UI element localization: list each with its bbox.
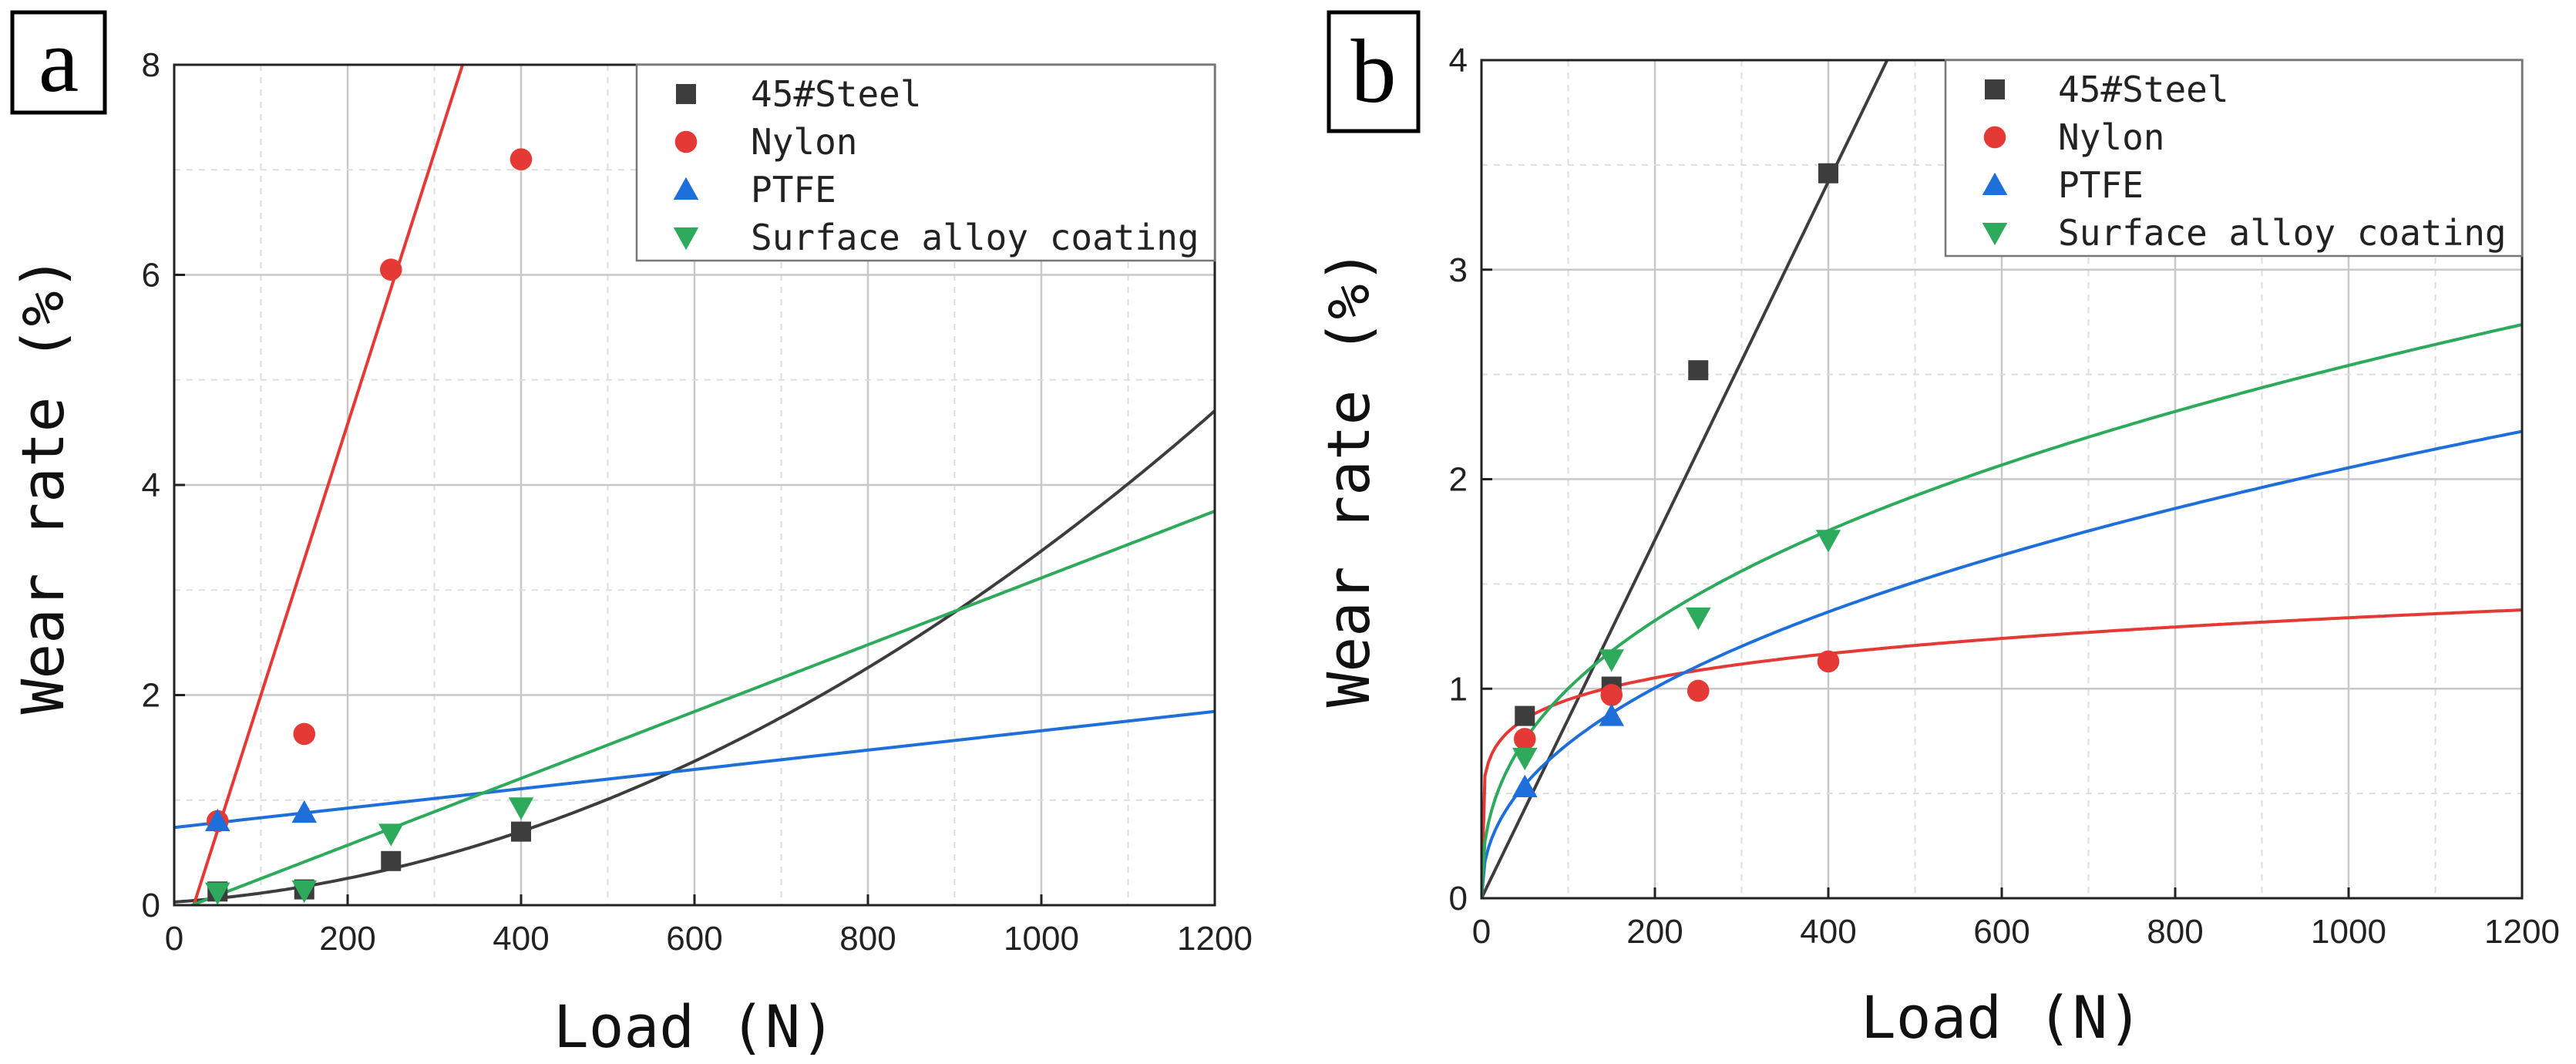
x-tick-label: 1000 (1004, 920, 1079, 958)
y-tick-label: 4 (1449, 42, 1468, 79)
fit-line-nylon (1481, 608, 2522, 898)
fit-line-ptfe (1481, 429, 2522, 898)
data-point-ptfe (291, 800, 317, 823)
legend-marker-ptfe (1982, 172, 2008, 195)
legend-marker-ptfe (673, 177, 699, 200)
data-point-nylon (1687, 679, 1710, 702)
panel-b-ticks: 0 200 400 600 800 1000 1200 0 1 2 3 4 (1449, 42, 2560, 951)
data-point-45-steel (511, 821, 531, 842)
panel-b-x-axis-title: Load (N) (1861, 983, 2143, 1052)
panel-b: b 0 200 400 600 800 1000 1200 0 1 2 3 4 45#Steel Nyl… (1314, 10, 2560, 1052)
x-tick-label: 800 (2147, 913, 2203, 951)
data-point-nylon (293, 722, 316, 746)
legend-label-45-steel: 45#Steel (751, 73, 922, 115)
data-point-surface-alloy-coating (205, 882, 230, 905)
x-tick-label: 600 (666, 920, 722, 958)
fit-line-45-steel (1481, 60, 1889, 898)
y-tick-label: 2 (1449, 461, 1468, 499)
panel-a-legend: 45#Steel Nylon PTFE Surface alloy coating (635, 63, 1216, 262)
x-tick-label: 800 (839, 920, 896, 958)
data-point-surface-alloy-coating (378, 823, 404, 847)
panel-a-markers (205, 148, 534, 905)
data-point-surface-alloy-coating (1599, 649, 1624, 672)
y-tick-label: 6 (142, 257, 160, 295)
panel-b-label-box (1327, 10, 1421, 133)
data-point-surface-alloy-coating (508, 797, 534, 820)
data-point-45-steel (1688, 360, 1709, 381)
legend-marker-surface-alloy-coating (673, 227, 699, 251)
panel-a: a 0 200 400 600 800 1000 1200 0 2 4 6 8 45#Steel Nyl… (8, 10, 1253, 1061)
panel-a-fit-lines (174, 65, 1215, 905)
legend-label-surface-alloy-coating: Surface alloy coating (751, 217, 1199, 258)
data-point-45-steel (1515, 705, 1535, 726)
data-point-surface-alloy-coating (1512, 747, 1538, 771)
data-point-surface-alloy-coating (1686, 607, 1711, 631)
x-tick-label: 600 (1973, 913, 2030, 951)
fit-line-surface-alloy-coating (187, 510, 1215, 905)
panel-a-x-axis-title: Load (N) (553, 992, 836, 1061)
legend-label-45-steel: 45#Steel (2058, 69, 2229, 110)
y-tick-label: 2 (142, 677, 160, 715)
x-tick-label: 0 (165, 920, 183, 958)
data-point-ptfe (1599, 703, 1624, 726)
data-point-ptfe (1512, 774, 1538, 797)
data-point-ptfe (205, 808, 230, 831)
panel-a-label: a (39, 10, 79, 111)
legend-marker-45-steel (676, 84, 696, 104)
data-point-nylon (1600, 684, 1623, 706)
y-tick-label: 0 (1449, 880, 1468, 918)
fit-line-ptfe (174, 709, 1215, 830)
panel-a-label-box (10, 10, 107, 115)
data-point-surface-alloy-coating (291, 880, 317, 904)
panel-b-markers (1512, 163, 1841, 797)
y-tick-label: 0 (142, 887, 160, 924)
panel-a-ticks: 0 200 400 600 800 1000 1200 0 2 4 6 8 (142, 46, 1253, 958)
data-point-nylon (1513, 728, 1536, 750)
legend-marker-surface-alloy-coating (1982, 223, 2008, 246)
x-tick-label: 0 (1472, 913, 1491, 951)
x-tick-label: 200 (319, 920, 375, 958)
x-tick-label: 1000 (2311, 913, 2386, 951)
data-point-nylon (1817, 650, 1840, 673)
legend-box (635, 63, 1216, 262)
panel-b-y-axis-title: Wear rate (%) (1314, 249, 1383, 708)
legend-label-ptfe: PTFE (751, 169, 836, 210)
x-tick-label: 200 (1626, 913, 1683, 951)
fit-line-45-steel (174, 409, 1215, 904)
x-tick-label: 400 (1800, 913, 1856, 951)
legend-label-nylon: Nylon (2058, 116, 2164, 158)
data-point-nylon (379, 258, 402, 281)
legend-marker-45-steel (1985, 79, 2005, 99)
fit-line-nylon (192, 65, 465, 905)
legend-box (1944, 59, 2524, 258)
y-tick-label: 3 (1449, 251, 1468, 289)
x-tick-label: 1200 (2484, 913, 2560, 951)
panel-a-y-axis-title: Wear rate (%) (8, 256, 77, 715)
legend-marker-nylon (674, 130, 698, 153)
panel-b-label: b (1351, 21, 1397, 122)
data-point-nylon (509, 148, 533, 170)
data-point-45-steel (381, 850, 402, 871)
legend-label-ptfe: PTFE (2058, 164, 2144, 206)
x-tick-label: 400 (493, 920, 549, 958)
y-tick-label: 1 (1449, 670, 1468, 708)
legend-label-nylon: Nylon (751, 121, 857, 163)
x-tick-label: 1200 (1177, 920, 1253, 958)
panel-b-legend: 45#Steel Nylon PTFE Surface alloy coating (1944, 59, 2524, 258)
y-tick-label: 8 (142, 46, 160, 84)
legend-marker-nylon (1983, 126, 2006, 149)
legend-label-surface-alloy-coating: Surface alloy coating (2058, 212, 2507, 254)
data-point-45-steel (1818, 163, 1838, 184)
y-tick-label: 4 (142, 466, 160, 504)
fit-line-surface-alloy-coating (1481, 323, 2522, 898)
data-point-surface-alloy-coating (1815, 530, 1841, 553)
panel-b-fit-lines (1481, 60, 2522, 898)
